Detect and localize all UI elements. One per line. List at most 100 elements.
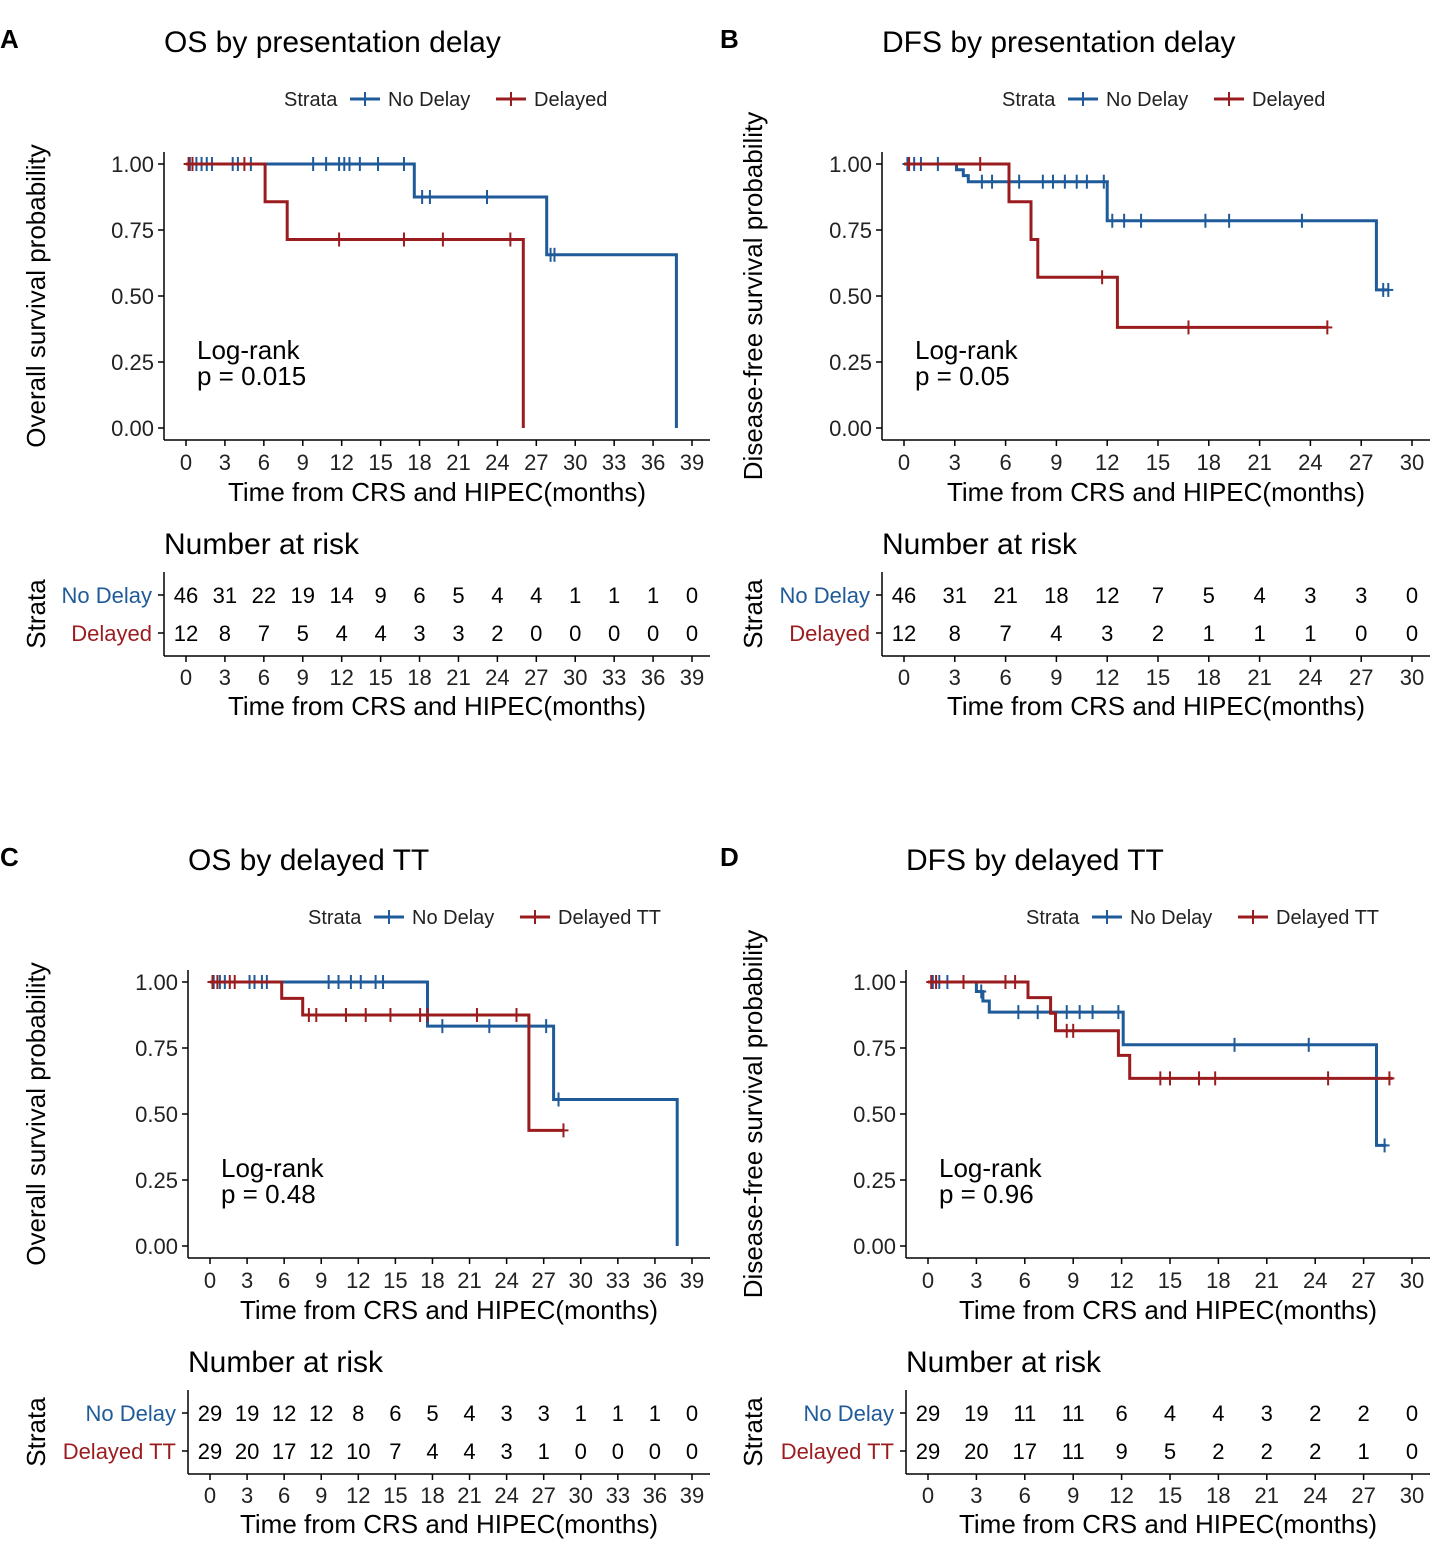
legend: Strata No Delay Delayed TT xyxy=(308,907,661,929)
legend-entry: No Delay xyxy=(1130,907,1212,929)
risk-x-tick-label: 18 xyxy=(1197,665,1221,690)
risk-count: 19 xyxy=(291,583,315,608)
risk-count: 1 xyxy=(538,1439,550,1464)
risk-count: 0 xyxy=(1406,1401,1418,1426)
x-tick-label: 27 xyxy=(1349,450,1373,475)
y-axis-title: Overall survival probability xyxy=(21,962,51,1265)
risk-count: 3 xyxy=(500,1401,512,1426)
x-tick-label: 24 xyxy=(1303,1268,1327,1293)
x-tick-label: 9 xyxy=(1050,450,1062,475)
risk-count: 11 xyxy=(1062,1439,1085,1464)
risk-count: 17 xyxy=(1013,1439,1037,1464)
chart-title: DFS by delayed TT xyxy=(906,844,1164,877)
risk-count: 0 xyxy=(575,1439,587,1464)
risk-x-tick-label: 24 xyxy=(494,1483,518,1508)
risk-count: 0 xyxy=(1406,621,1418,646)
y-tick-label: 0.75 xyxy=(111,218,154,243)
survival-curve xyxy=(928,980,1387,1147)
x-tick-label: 9 xyxy=(297,450,309,475)
risk-x-tick-label: 3 xyxy=(949,665,961,690)
x-tick-label: 33 xyxy=(602,450,626,475)
x-tick-label: 9 xyxy=(315,1268,327,1293)
risk-row-label: No Delay xyxy=(86,1401,176,1426)
risk-count: 0 xyxy=(647,621,659,646)
risk-row-label: Delayed xyxy=(789,621,870,646)
risk-x-tick-label: 27 xyxy=(1349,665,1373,690)
risk-x-tick-label: 12 xyxy=(1109,1483,1133,1508)
risk-x-tick-label: 18 xyxy=(420,1483,444,1508)
risk-x-tick-label: 12 xyxy=(329,665,353,690)
x-tick-label: 30 xyxy=(1400,1268,1424,1293)
risk-x-tick-label: 9 xyxy=(1050,665,1062,690)
y-tick-label: 0.00 xyxy=(853,1234,896,1259)
legend-entry: Delayed TT xyxy=(558,907,661,929)
risk-count: 0 xyxy=(686,621,698,646)
legend-title: Strata xyxy=(308,907,362,929)
risk-x-tick-label: 21 xyxy=(457,1483,481,1508)
risk-count: 0 xyxy=(530,621,542,646)
risk-count: 31 xyxy=(213,583,237,608)
risk-count: 2 xyxy=(491,621,503,646)
risk-count: 2 xyxy=(1152,621,1164,646)
risk-table-title: Number at risk xyxy=(188,1346,384,1379)
risk-x-tick-label: 3 xyxy=(241,1483,253,1508)
panel-label: A xyxy=(0,24,19,54)
risk-y-axis-title: Strata xyxy=(21,1397,51,1467)
y-tick-label: 0.50 xyxy=(853,1102,896,1127)
risk-x-axis-title: Time from CRS and HIPEC(months) xyxy=(228,691,646,721)
x-tick-label: 21 xyxy=(1255,1268,1279,1293)
chart-title: OS by presentation delay xyxy=(164,26,501,59)
x-tick-label: 39 xyxy=(680,1268,704,1293)
logrank-pvalue: p = 0.96 xyxy=(939,1179,1034,1209)
risk-count: 8 xyxy=(352,1401,364,1426)
x-tick-label: 6 xyxy=(1019,1268,1031,1293)
x-tick-label: 33 xyxy=(606,1268,630,1293)
x-tick-label: 18 xyxy=(1206,1268,1230,1293)
x-axis-title: Time from CRS and HIPEC(months) xyxy=(228,477,646,507)
x-tick-label: 18 xyxy=(420,1268,444,1293)
x-tick-label: 12 xyxy=(1109,1268,1133,1293)
risk-count: 2 xyxy=(1309,1401,1321,1426)
risk-x-tick-label: 18 xyxy=(1206,1483,1230,1508)
survival-curve xyxy=(904,162,1328,329)
risk-count: 0 xyxy=(612,1439,624,1464)
survival-curve xyxy=(928,980,1393,1080)
risk-count: 0 xyxy=(608,621,620,646)
legend: Strata No Delay Delayed xyxy=(284,89,607,111)
x-tick-label: 6 xyxy=(258,450,270,475)
x-tick-label: 3 xyxy=(241,1268,253,1293)
x-tick-label: 15 xyxy=(1146,450,1170,475)
x-tick-label: 12 xyxy=(329,450,353,475)
risk-count: 1 xyxy=(575,1401,587,1426)
y-tick-label: 0.00 xyxy=(111,416,154,441)
risk-x-axis-title: Time from CRS and HIPEC(months) xyxy=(959,1509,1377,1539)
survival-curve xyxy=(904,162,1389,292)
y-tick-label: 1.00 xyxy=(829,152,872,177)
risk-count: 21 xyxy=(993,583,1017,608)
x-tick-label: 9 xyxy=(1067,1268,1079,1293)
x-tick-label: 27 xyxy=(1351,1268,1375,1293)
risk-count: 31 xyxy=(943,583,967,608)
x-axis-title: Time from CRS and HIPEC(months) xyxy=(959,1295,1377,1325)
risk-count: 0 xyxy=(649,1439,661,1464)
logrank-pvalue: p = 0.015 xyxy=(197,361,306,391)
risk-count: 11 xyxy=(1013,1401,1036,1426)
risk-x-tick-label: 21 xyxy=(1255,1483,1279,1508)
x-tick-label: 18 xyxy=(407,450,431,475)
x-tick-label: 0 xyxy=(898,450,910,475)
x-axis-title: Time from CRS and HIPEC(months) xyxy=(947,477,1365,507)
risk-count: 7 xyxy=(389,1439,401,1464)
y-tick-label: 0.50 xyxy=(111,284,154,309)
series-delayed-tt xyxy=(926,975,1395,1086)
risk-table-title: Number at risk xyxy=(164,528,360,561)
chart-title: DFS by presentation delay xyxy=(882,26,1236,59)
risk-count: 12 xyxy=(309,1401,333,1426)
risk-count: 17 xyxy=(272,1439,296,1464)
x-tick-label: 12 xyxy=(346,1268,370,1293)
x-tick-label: 21 xyxy=(446,450,470,475)
risk-row-label: No Delay xyxy=(62,583,152,608)
